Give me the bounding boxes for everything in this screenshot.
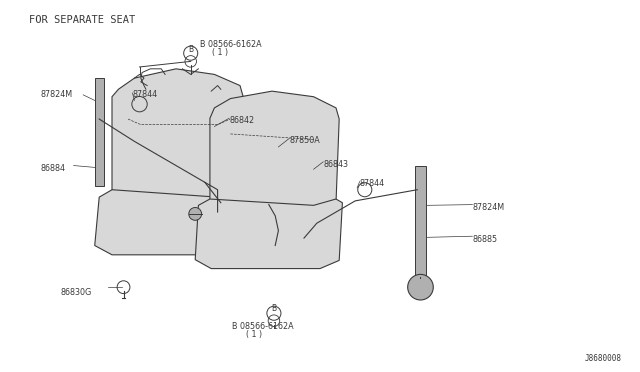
Text: 86843: 86843 bbox=[323, 160, 348, 169]
Text: 87824M: 87824M bbox=[40, 90, 72, 99]
Text: ( 1 ): ( 1 ) bbox=[212, 48, 228, 57]
Polygon shape bbox=[95, 190, 246, 255]
Circle shape bbox=[189, 208, 202, 220]
Polygon shape bbox=[415, 166, 426, 277]
Text: 87844: 87844 bbox=[360, 179, 385, 188]
Polygon shape bbox=[210, 91, 339, 219]
Text: J8680008: J8680008 bbox=[585, 354, 622, 363]
Text: B 08566-6162A: B 08566-6162A bbox=[232, 322, 293, 331]
Text: 86842: 86842 bbox=[229, 116, 254, 125]
Polygon shape bbox=[95, 78, 104, 186]
Text: B: B bbox=[188, 45, 193, 54]
Text: 86885: 86885 bbox=[472, 235, 497, 244]
Text: 86884: 86884 bbox=[40, 164, 65, 173]
Text: 86830G: 86830G bbox=[61, 288, 92, 297]
Text: 87824M: 87824M bbox=[472, 203, 504, 212]
Circle shape bbox=[408, 275, 433, 300]
Polygon shape bbox=[195, 199, 342, 269]
Polygon shape bbox=[112, 69, 243, 205]
Text: FOR SEPARATE SEAT: FOR SEPARATE SEAT bbox=[29, 15, 135, 25]
Text: ( 1 ): ( 1 ) bbox=[246, 330, 262, 339]
Text: B: B bbox=[271, 304, 276, 313]
Text: B 08566-6162A: B 08566-6162A bbox=[200, 40, 261, 49]
Text: 87850A: 87850A bbox=[289, 136, 320, 145]
Text: 87844: 87844 bbox=[132, 90, 157, 99]
